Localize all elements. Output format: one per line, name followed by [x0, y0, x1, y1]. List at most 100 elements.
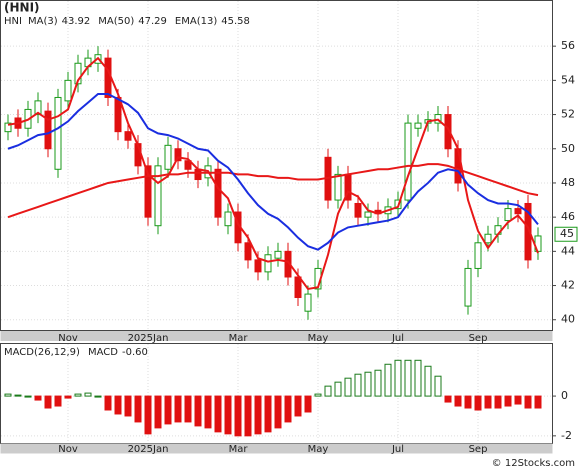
y-tick-label: 0 — [561, 389, 568, 402]
macd-panel — [0, 343, 553, 444]
x-tick-label: May — [308, 333, 329, 344]
candle-body — [124, 131, 132, 141]
macd-bar — [364, 371, 372, 397]
macd-bar — [54, 395, 62, 407]
candle-body — [514, 208, 522, 215]
candle-body — [274, 250, 282, 259]
candle-body — [354, 202, 362, 218]
macd-bar — [284, 395, 292, 423]
candle-body — [154, 165, 162, 227]
macd-bar — [4, 393, 12, 397]
candle-body — [194, 168, 202, 181]
y-tick-label: 56 — [561, 39, 575, 52]
candle-body — [404, 122, 412, 201]
macd-bar — [184, 395, 192, 423]
indicator-line — [7, 163, 539, 219]
candle-body — [244, 242, 252, 261]
macd-legend-name: MACD — [88, 347, 118, 358]
candle-body — [364, 211, 372, 218]
macd-bar — [154, 395, 162, 429]
candle-body — [114, 96, 122, 133]
candle-body — [54, 96, 62, 170]
chart-title: (HNI) — [4, 1, 40, 15]
macd-bar — [224, 395, 232, 435]
watermark: © 12Stocks.com — [492, 458, 575, 469]
macd-bar — [424, 365, 432, 397]
y-tick-label: 52 — [561, 108, 575, 121]
candle-body — [224, 211, 232, 227]
macd-bar — [504, 395, 512, 407]
x-tick-label: Nov — [58, 333, 78, 344]
macd-bar — [514, 395, 522, 405]
price-label: 45 — [560, 227, 574, 240]
candle-body — [254, 259, 262, 273]
macd-bar — [534, 395, 542, 409]
y-tick-label: 46 — [561, 210, 575, 223]
macd-bar — [64, 395, 72, 399]
macd-bar — [24, 395, 32, 398]
candle-body — [294, 276, 302, 299]
macd-bar — [204, 395, 212, 429]
x-tick-label: Nov — [58, 444, 78, 455]
candle-body — [414, 122, 422, 129]
y-tick-label: 40 — [561, 313, 575, 326]
y-tick-label: 42 — [561, 279, 575, 292]
legend-label: EMA(13) — [175, 16, 217, 27]
macd-title: MACD(26,12,9) — [4, 347, 80, 358]
candle-body — [104, 57, 112, 98]
y-tick-label: 54 — [561, 73, 575, 86]
price-box — [554, 226, 578, 242]
candle-body — [474, 242, 482, 269]
candle-body — [264, 254, 272, 273]
macd-bar — [314, 393, 322, 397]
macd-bar — [124, 395, 132, 417]
x-tick-label: Jul — [391, 444, 404, 455]
macd-bar — [34, 395, 42, 401]
macd-bar — [434, 375, 442, 397]
candle-body — [4, 122, 12, 133]
macd-bar — [404, 359, 412, 397]
macd-bar — [274, 395, 282, 429]
macd-bar — [464, 395, 472, 409]
macd-bar — [214, 395, 222, 433]
macd-bar — [84, 392, 92, 397]
legend-value: 43.92 — [62, 16, 91, 27]
x-tick-label: Sep — [469, 444, 488, 455]
macd-bar — [174, 395, 182, 423]
legend-value: 45.58 — [221, 16, 250, 27]
macd-bar — [104, 395, 112, 411]
candle-body — [64, 79, 72, 102]
candle-body — [504, 208, 512, 222]
indicator-line — [7, 56, 539, 291]
macd-legend-value: -0.60 — [122, 347, 148, 358]
macd-bar — [444, 395, 452, 403]
macd-bar — [304, 395, 312, 413]
macd-bar — [354, 373, 362, 397]
candle-body — [184, 160, 192, 170]
macd-bar — [484, 395, 492, 409]
candle-body — [144, 165, 152, 218]
candle-body — [34, 100, 42, 116]
y-tick-label: 44 — [561, 244, 575, 257]
macd-bar — [194, 395, 202, 427]
macd-bar — [44, 395, 52, 409]
macd-bar — [454, 395, 462, 407]
macd-bar — [344, 377, 352, 397]
x-tick-label: 2025Jan — [128, 333, 169, 344]
candle-body — [334, 173, 342, 201]
macd-bar — [94, 395, 102, 398]
candle-body — [174, 148, 182, 162]
candle-body — [444, 114, 452, 150]
x-axis-strip — [0, 331, 553, 341]
macd-bar — [144, 395, 152, 435]
candle-body — [524, 202, 532, 261]
macd-bar — [294, 395, 302, 417]
macd-bar — [324, 385, 332, 397]
candle-body — [164, 144, 172, 170]
macd-bar — [14, 394, 22, 397]
macd-bar — [524, 395, 532, 409]
x-axis-strip — [0, 443, 553, 454]
x-tick-label: Mar — [229, 444, 249, 455]
macd-bar — [494, 395, 502, 409]
